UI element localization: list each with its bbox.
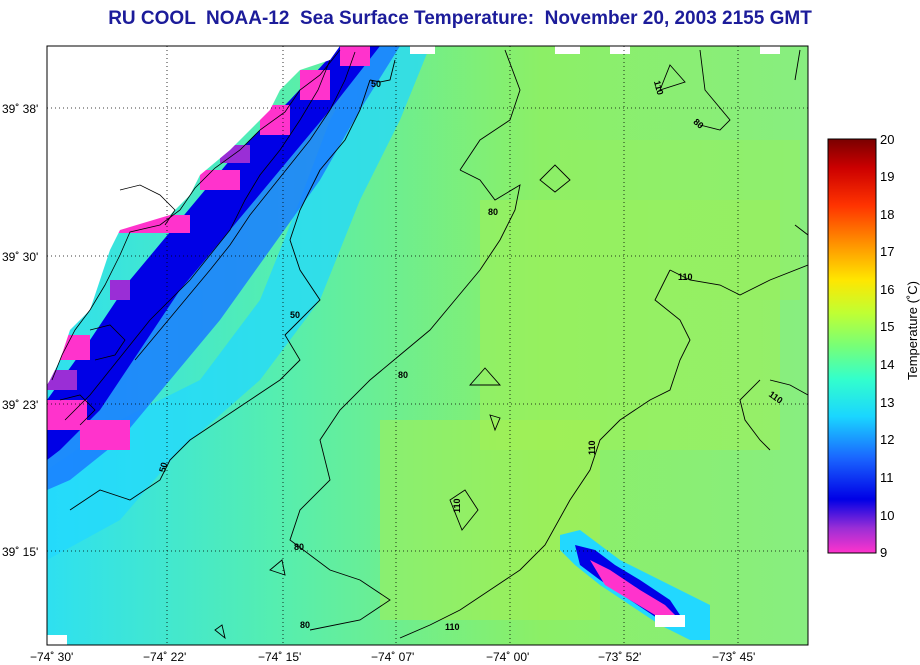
lat-label: 39˚ 23': [2, 398, 39, 412]
bathymetry-contours: [69, 49, 808, 640]
contour-label-80: 80: [488, 207, 498, 217]
contour-label-50: 50: [290, 310, 300, 320]
coastline: [51, 49, 356, 426]
map-frame: [46, 45, 809, 646]
contour-label-80: 80: [300, 620, 310, 630]
lon-label: −74˚ 30': [30, 650, 74, 664]
colorbar-tick: 15: [880, 319, 895, 334]
lon-label: −74˚ 22': [143, 650, 187, 664]
contour-label-110: 110: [587, 440, 597, 455]
contour-label-80: 80: [691, 117, 705, 131]
map-title: RU COOL NOAA-12 Sea Surface Temperature:…: [108, 8, 812, 29]
contour-label-50: 50: [157, 461, 169, 473]
colorbar-tick: 9: [880, 545, 888, 560]
colorbar-tick: 13: [880, 395, 895, 410]
contour-label-110: 110: [452, 498, 462, 513]
lat-label: 39˚ 15': [2, 545, 39, 559]
colorbar-tick: 17: [880, 244, 895, 259]
sst-field: 50 50 50 80 80 80 80 80 110 110 110 110 …: [47, 46, 808, 645]
contour-label-50: 50: [371, 79, 381, 89]
lon-label: −74˚ 15': [258, 650, 302, 664]
colorbar-tick: 20: [880, 132, 895, 147]
colorbar-tick: 16: [880, 282, 895, 297]
lon-label: −74˚ 00': [486, 650, 530, 664]
colorbar-tick: 14: [880, 357, 895, 372]
lat-label: 39˚ 38': [2, 102, 39, 116]
contour-label-80: 80: [294, 542, 304, 552]
lon-label: −74˚ 07': [371, 650, 415, 664]
lon-label: −73˚ 45': [712, 650, 756, 664]
contour-label-80: 80: [398, 370, 408, 380]
colorbar-label: Temperature (˚C): [905, 281, 920, 380]
colorbar-tick: 10: [880, 508, 895, 523]
lon-label: −73˚ 52': [598, 650, 642, 664]
colorbar-tick: 19: [880, 169, 895, 184]
colorbar: [827, 138, 877, 554]
contour-label-110: 110: [445, 622, 460, 632]
colorbar-tick: 18: [880, 207, 895, 222]
contour-label-110: 110: [678, 272, 693, 282]
graticule: [47, 46, 808, 645]
contour-label-110: 110: [652, 79, 665, 96]
lat-label: 39˚ 30': [2, 250, 39, 264]
colorbar-tick: 11: [880, 470, 894, 485]
colorbar-tick: 12: [880, 432, 895, 447]
